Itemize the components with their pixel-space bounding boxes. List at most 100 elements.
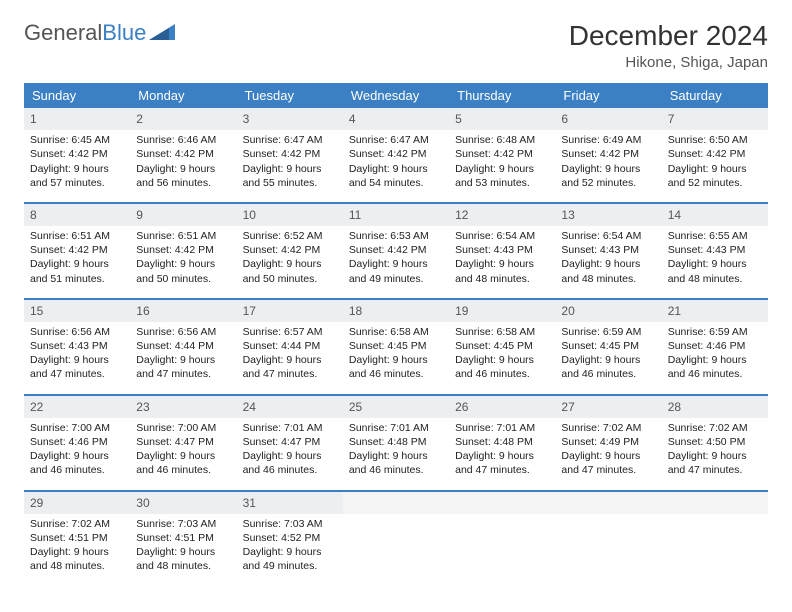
sunset-text: Sunset: 4:45 PM: [561, 339, 655, 353]
day-number: 26: [449, 396, 555, 418]
daylight-text: Daylight: 9 hours and 46 minutes.: [349, 353, 443, 381]
sunrise-text: Sunrise: 7:00 AM: [136, 421, 230, 435]
calendar-week-row: 8Sunrise: 6:51 AMSunset: 4:42 PMDaylight…: [24, 202, 768, 290]
calendar-day-cell: 2Sunrise: 6:46 AMSunset: 4:42 PMDaylight…: [130, 108, 236, 194]
sunrise-text: Sunrise: 6:59 AM: [668, 325, 762, 339]
page-header: GeneralBlue December 2024 Hikone, Shiga,…: [24, 20, 768, 71]
sunrise-text: Sunrise: 6:57 AM: [243, 325, 337, 339]
calendar-day-cell: 7Sunrise: 6:50 AMSunset: 4:42 PMDaylight…: [662, 108, 768, 194]
sunset-text: Sunset: 4:42 PM: [243, 147, 337, 161]
title-block: December 2024 Hikone, Shiga, Japan: [569, 20, 768, 71]
day-number: 21: [662, 300, 768, 322]
logo-text-1: General: [24, 20, 102, 46]
day-info: Sunrise: 6:51 AMSunset: 4:42 PMDaylight:…: [24, 226, 130, 290]
calendar-day-cell: 18Sunrise: 6:58 AMSunset: 4:45 PMDayligh…: [343, 300, 449, 386]
sunset-text: Sunset: 4:44 PM: [136, 339, 230, 353]
sunset-text: Sunset: 4:50 PM: [668, 435, 762, 449]
sunset-text: Sunset: 4:47 PM: [243, 435, 337, 449]
sunset-text: Sunset: 4:42 PM: [243, 243, 337, 257]
daylight-text: Daylight: 9 hours and 53 minutes.: [455, 162, 549, 190]
calendar-day-cell: 20Sunrise: 6:59 AMSunset: 4:45 PMDayligh…: [555, 300, 661, 386]
weekday-header-cell: Thursday: [449, 83, 555, 108]
sunset-text: Sunset: 4:47 PM: [136, 435, 230, 449]
sunrise-text: Sunrise: 7:03 AM: [136, 517, 230, 531]
day-number: 31: [237, 492, 343, 514]
sunset-text: Sunset: 4:43 PM: [561, 243, 655, 257]
sunrise-text: Sunrise: 6:45 AM: [30, 133, 124, 147]
day-number: 27: [555, 396, 661, 418]
sunset-text: Sunset: 4:48 PM: [455, 435, 549, 449]
day-info: Sunrise: 6:50 AMSunset: 4:42 PMDaylight:…: [662, 130, 768, 194]
daylight-text: Daylight: 9 hours and 46 minutes.: [30, 449, 124, 477]
day-info: Sunrise: 6:47 AMSunset: 4:42 PMDaylight:…: [237, 130, 343, 194]
sunrise-text: Sunrise: 6:49 AM: [561, 133, 655, 147]
calendar-day-cell: 14Sunrise: 6:55 AMSunset: 4:43 PMDayligh…: [662, 204, 768, 290]
sunset-text: Sunset: 4:44 PM: [243, 339, 337, 353]
day-info: Sunrise: 6:52 AMSunset: 4:42 PMDaylight:…: [237, 226, 343, 290]
sunset-text: Sunset: 4:43 PM: [455, 243, 549, 257]
daylight-text: Daylight: 9 hours and 47 minutes.: [668, 449, 762, 477]
day-info: Sunrise: 7:03 AMSunset: 4:51 PMDaylight:…: [130, 514, 236, 578]
day-number: 29: [24, 492, 130, 514]
day-number: 15: [24, 300, 130, 322]
day-info: Sunrise: 7:02 AMSunset: 4:51 PMDaylight:…: [24, 514, 130, 578]
daylight-text: Daylight: 9 hours and 49 minutes.: [243, 545, 337, 573]
weekday-header-cell: Sunday: [24, 83, 130, 108]
sunset-text: Sunset: 4:43 PM: [668, 243, 762, 257]
sunrise-text: Sunrise: 6:58 AM: [455, 325, 549, 339]
day-info: Sunrise: 6:56 AMSunset: 4:43 PMDaylight:…: [24, 322, 130, 386]
day-info: Sunrise: 6:53 AMSunset: 4:42 PMDaylight:…: [343, 226, 449, 290]
day-number: [662, 492, 768, 514]
calendar-day-cell: 26Sunrise: 7:01 AMSunset: 4:48 PMDayligh…: [449, 396, 555, 482]
day-info: Sunrise: 6:55 AMSunset: 4:43 PMDaylight:…: [662, 226, 768, 290]
logo-text-2: Blue: [102, 20, 146, 46]
sunrise-text: Sunrise: 6:53 AM: [349, 229, 443, 243]
calendar-day-cell: 6Sunrise: 6:49 AMSunset: 4:42 PMDaylight…: [555, 108, 661, 194]
sunrise-text: Sunrise: 7:02 AM: [561, 421, 655, 435]
daylight-text: Daylight: 9 hours and 46 minutes.: [243, 449, 337, 477]
calendar-day-cell: 28Sunrise: 7:02 AMSunset: 4:50 PMDayligh…: [662, 396, 768, 482]
sunrise-text: Sunrise: 6:51 AM: [30, 229, 124, 243]
sunset-text: Sunset: 4:45 PM: [349, 339, 443, 353]
calendar-day-cell: 1Sunrise: 6:45 AMSunset: 4:42 PMDaylight…: [24, 108, 130, 194]
daylight-text: Daylight: 9 hours and 50 minutes.: [243, 257, 337, 285]
sunrise-text: Sunrise: 6:47 AM: [349, 133, 443, 147]
day-info: Sunrise: 7:01 AMSunset: 4:48 PMDaylight:…: [449, 418, 555, 482]
day-number: [343, 492, 449, 514]
sunset-text: Sunset: 4:46 PM: [668, 339, 762, 353]
day-number: 17: [237, 300, 343, 322]
day-number: 9: [130, 204, 236, 226]
day-number: 16: [130, 300, 236, 322]
location-text: Hikone, Shiga, Japan: [569, 54, 768, 71]
daylight-text: Daylight: 9 hours and 46 minutes.: [561, 353, 655, 381]
weekday-header-cell: Tuesday: [237, 83, 343, 108]
day-number: 24: [237, 396, 343, 418]
sunrise-text: Sunrise: 6:48 AM: [455, 133, 549, 147]
day-info: Sunrise: 6:45 AMSunset: 4:42 PMDaylight:…: [24, 130, 130, 194]
calendar-day-cell: 24Sunrise: 7:01 AMSunset: 4:47 PMDayligh…: [237, 396, 343, 482]
sunrise-text: Sunrise: 7:03 AM: [243, 517, 337, 531]
day-number: 6: [555, 108, 661, 130]
daylight-text: Daylight: 9 hours and 50 minutes.: [136, 257, 230, 285]
sunset-text: Sunset: 4:48 PM: [349, 435, 443, 449]
calendar-day-cell: 21Sunrise: 6:59 AMSunset: 4:46 PMDayligh…: [662, 300, 768, 386]
calendar-week-row: 22Sunrise: 7:00 AMSunset: 4:46 PMDayligh…: [24, 394, 768, 482]
day-number: 30: [130, 492, 236, 514]
day-number: 19: [449, 300, 555, 322]
sunset-text: Sunset: 4:42 PM: [668, 147, 762, 161]
sunrise-text: Sunrise: 7:01 AM: [349, 421, 443, 435]
calendar-day-cell: 5Sunrise: 6:48 AMSunset: 4:42 PMDaylight…: [449, 108, 555, 194]
sunset-text: Sunset: 4:42 PM: [30, 147, 124, 161]
weekday-header-cell: Wednesday: [343, 83, 449, 108]
sunrise-text: Sunrise: 6:59 AM: [561, 325, 655, 339]
weekday-header-cell: Saturday: [662, 83, 768, 108]
sunrise-text: Sunrise: 6:46 AM: [136, 133, 230, 147]
day-info: Sunrise: 7:00 AMSunset: 4:46 PMDaylight:…: [24, 418, 130, 482]
day-info: Sunrise: 6:57 AMSunset: 4:44 PMDaylight:…: [237, 322, 343, 386]
weekday-header-cell: Monday: [130, 83, 236, 108]
daylight-text: Daylight: 9 hours and 47 minutes.: [136, 353, 230, 381]
daylight-text: Daylight: 9 hours and 52 minutes.: [668, 162, 762, 190]
day-number: 18: [343, 300, 449, 322]
sunrise-text: Sunrise: 7:00 AM: [30, 421, 124, 435]
sunset-text: Sunset: 4:42 PM: [455, 147, 549, 161]
